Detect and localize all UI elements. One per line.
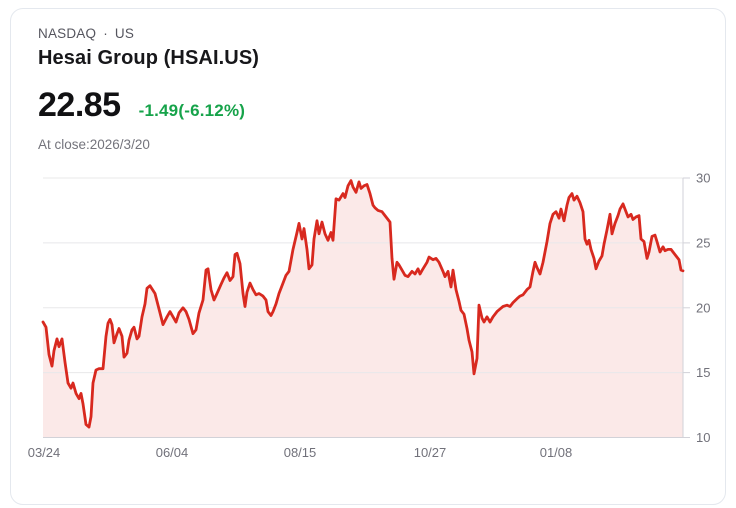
separator-dot: ·	[103, 26, 108, 41]
x-tick-label: 10/27	[414, 445, 447, 460]
y-tick-label: 30	[696, 171, 710, 186]
x-tick-label: 06/04	[156, 445, 189, 460]
y-tick-label: 15	[696, 365, 710, 380]
y-tick-label: 25	[696, 235, 710, 250]
y-tick-label: 20	[696, 300, 710, 315]
price-change: -1.49(-6.12%)	[138, 101, 246, 121]
last-price: 22.85	[38, 86, 121, 125]
exchange-row: NASDAQ · US	[38, 26, 725, 42]
price-area	[43, 180, 683, 438]
region-label: US	[114, 26, 135, 41]
x-tick-label: 01/08	[540, 445, 573, 460]
x-tick-label: 03/24	[28, 445, 61, 460]
exchange-label: NASDAQ	[38, 26, 97, 41]
stock-quote-card: NASDAQ · US Hesai Group (HSAI.US) 22.85 -1…	[10, 8, 726, 505]
price-row: 22.85 -1.49(-6.12%)	[38, 88, 725, 122]
stock-title: Hesai Group (HSAI.US)	[38, 47, 260, 70]
x-tick-label: 08/15	[284, 445, 317, 460]
y-tick-label: 10	[696, 430, 710, 445]
price-line	[41, 179, 685, 429]
close-date-label: At close:2026/3/20	[38, 137, 150, 153]
